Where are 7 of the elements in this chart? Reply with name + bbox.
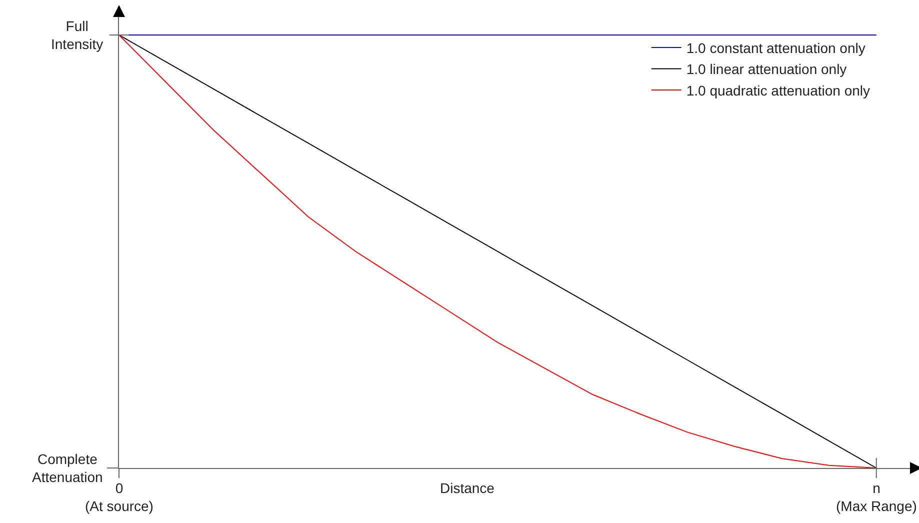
text: n (Max Range) [836, 480, 917, 514]
text: Distance [440, 480, 495, 496]
legend-label: 1.0 constant attenuation only [686, 40, 866, 56]
text: Full Intensity [51, 18, 104, 52]
legend-label: 1.0 quadratic attenuation only [686, 82, 870, 98]
legend-label: 1.0 linear attenuation only [686, 61, 847, 78]
text: Complete Attenuation [32, 451, 103, 486]
